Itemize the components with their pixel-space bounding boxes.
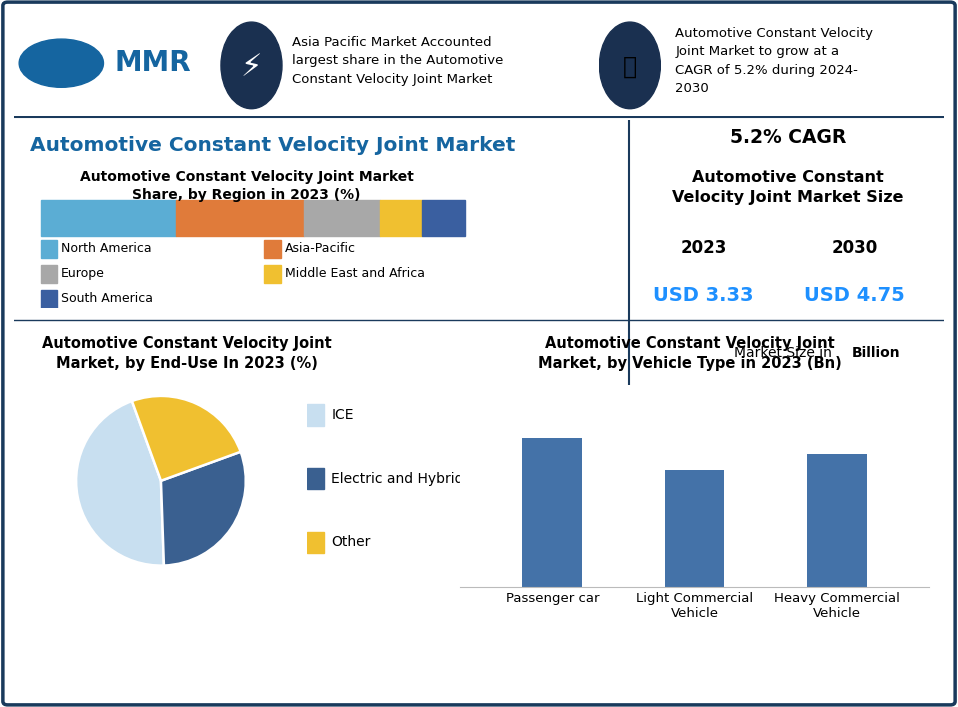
Bar (422, 200, 465, 236)
Text: Automotive Constant Velocity Joint
Market, by Vehicle Type in 2023 (Bn): Automotive Constant Velocity Joint Marke… (537, 336, 842, 371)
Wedge shape (161, 452, 246, 566)
Bar (40, 240, 57, 258)
Bar (40, 290, 57, 308)
Text: Automotive Constant Velocity Joint
Market, by End-Use In 2023 (%): Automotive Constant Velocity Joint Marke… (42, 336, 331, 371)
Text: 5.2% CAGR: 5.2% CAGR (730, 129, 846, 148)
Text: Billion: Billion (852, 346, 900, 361)
Text: ICE: ICE (331, 408, 354, 422)
Text: MMR: MMR (115, 49, 192, 77)
Text: Automotive Constant
Velocity Joint Market Size: Automotive Constant Velocity Joint Marke… (673, 170, 903, 204)
Bar (307, 468, 324, 489)
Wedge shape (132, 396, 240, 481)
Text: Electric and Hybrid: Electric and Hybrid (331, 472, 464, 486)
Bar (40, 265, 57, 283)
Text: Other: Other (331, 535, 371, 549)
Text: USD 3.33: USD 3.33 (653, 286, 754, 305)
Text: 2030: 2030 (832, 239, 878, 257)
Text: South America: South America (61, 292, 153, 305)
Bar (176, 200, 304, 236)
Circle shape (221, 22, 282, 109)
Text: Asia Pacific Market Accounted
largest share in the Automotive
Constant Velocity : Asia Pacific Market Accounted largest sh… (292, 36, 504, 86)
Text: Automotive Constant Velocity Joint Market: Automotive Constant Velocity Joint Marke… (30, 136, 515, 155)
Circle shape (600, 22, 660, 109)
Bar (264, 265, 281, 283)
Bar (522, 438, 582, 587)
Circle shape (19, 39, 103, 88)
Text: Asia-Pacific: Asia-Pacific (285, 243, 356, 255)
Text: Middle East and Africa: Middle East and Africa (285, 267, 425, 280)
Bar (307, 532, 324, 553)
Text: Europe: Europe (61, 267, 105, 280)
Bar (807, 454, 867, 587)
Wedge shape (76, 401, 164, 566)
Text: 2023: 2023 (680, 239, 727, 257)
Bar (307, 404, 324, 426)
Bar (264, 240, 281, 258)
Bar (304, 200, 380, 236)
Text: 🔥: 🔥 (623, 55, 637, 79)
Text: North America: North America (61, 243, 151, 255)
Bar (665, 470, 724, 587)
Bar (380, 200, 422, 236)
Text: USD 4.75: USD 4.75 (804, 286, 904, 305)
Bar (40, 200, 176, 236)
Text: Automotive Constant Velocity
Joint Market to grow at a
CAGR of 5.2% during 2024-: Automotive Constant Velocity Joint Marke… (675, 27, 874, 95)
Text: ⚡: ⚡ (240, 52, 262, 82)
Text: Automotive Constant Velocity Joint Market
Share, by Region in 2023 (%): Automotive Constant Velocity Joint Marke… (80, 170, 414, 202)
Text: Market Size in: Market Size in (734, 346, 836, 361)
